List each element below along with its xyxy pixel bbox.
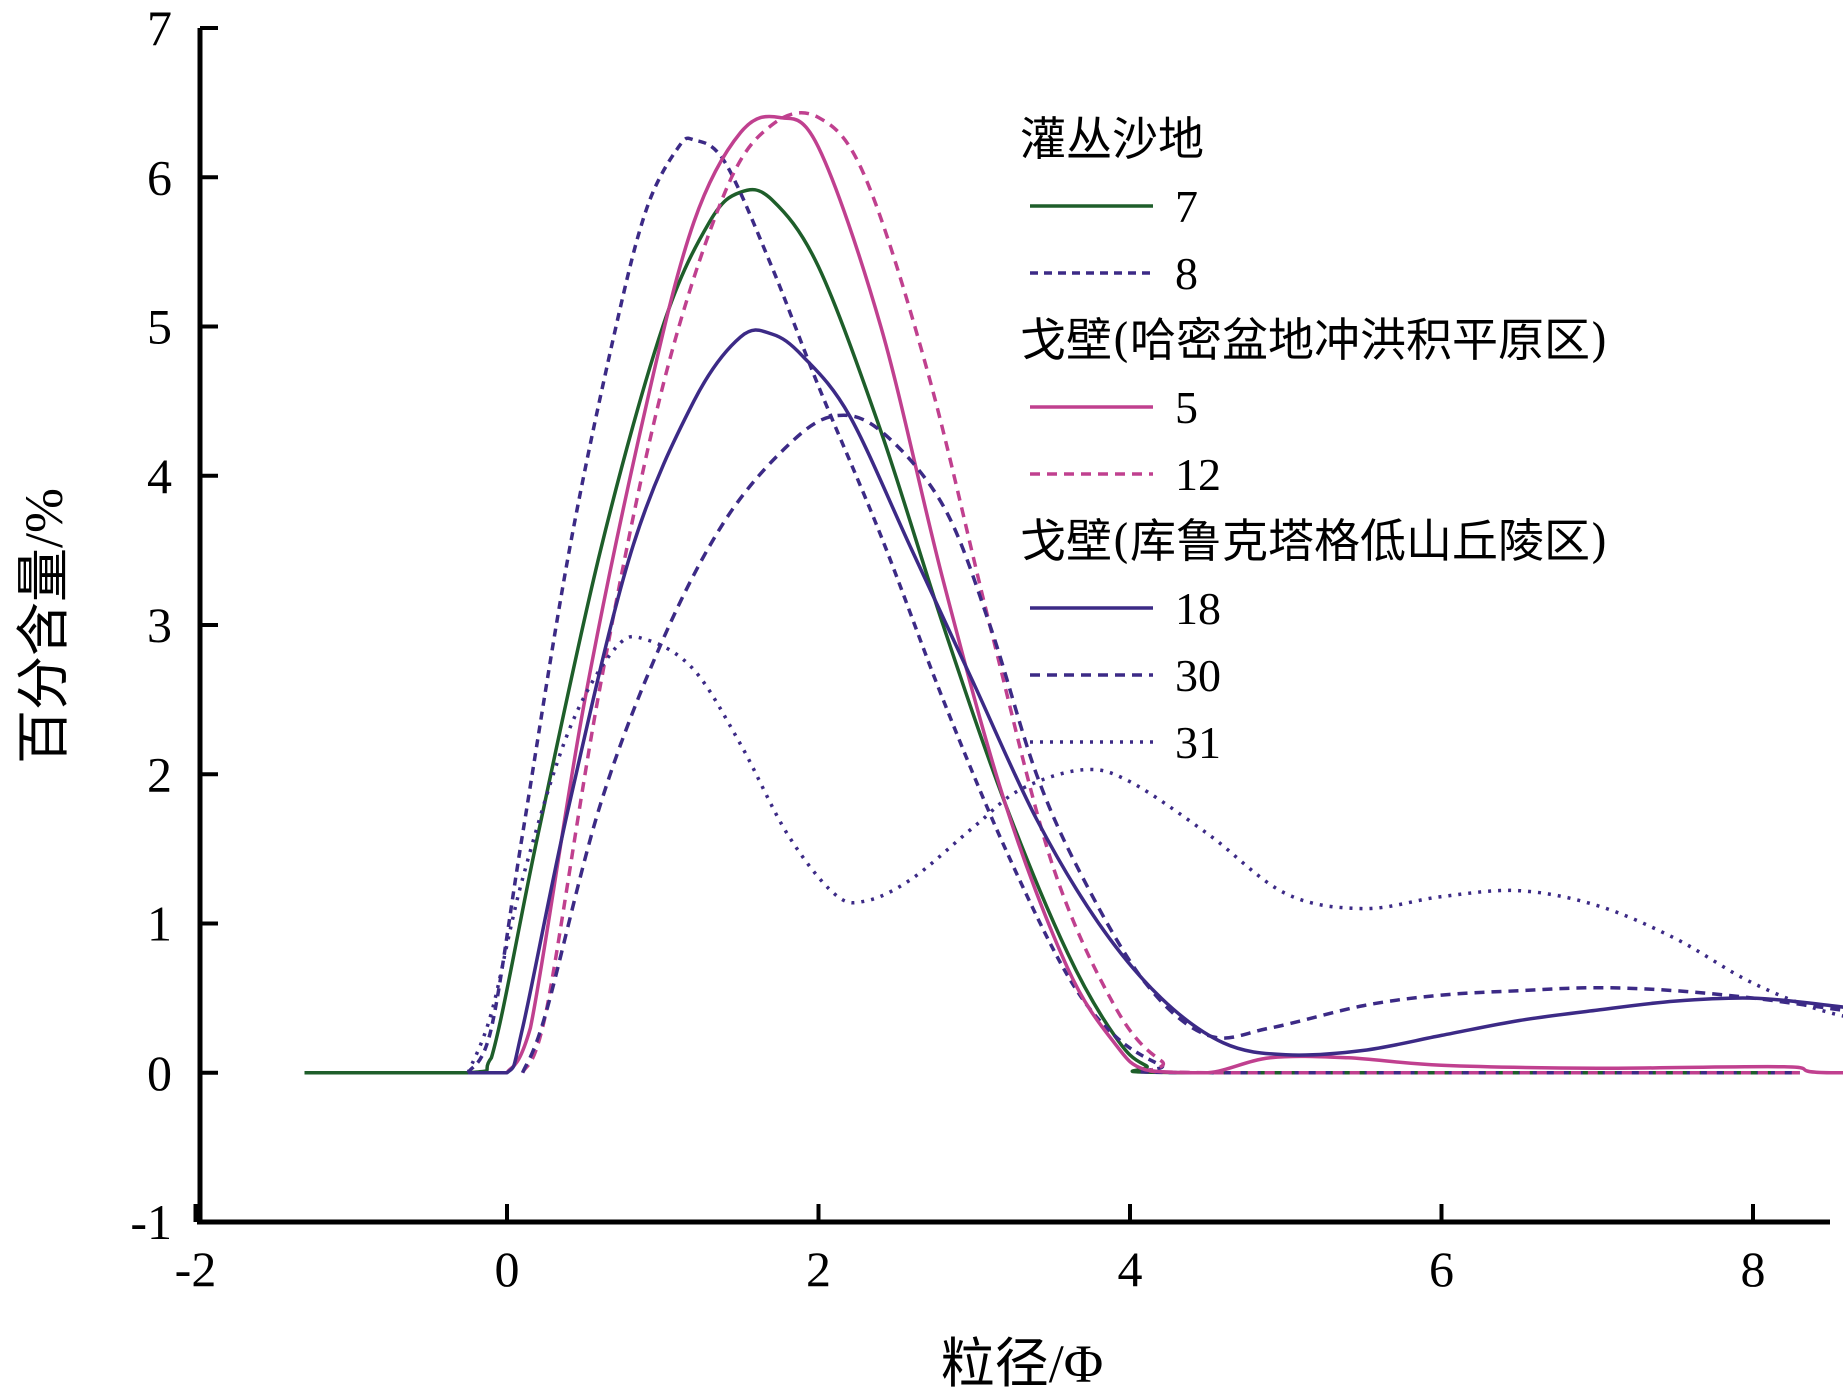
- x-tick-label: 6: [1429, 1241, 1454, 1297]
- legend-label-18: 18: [1175, 583, 1221, 634]
- legend-group-title: 灌丛沙地: [1020, 112, 1204, 166]
- y-tick-label: 5: [147, 299, 172, 355]
- y-tick-label: 3: [147, 597, 172, 653]
- series-line-18: [468, 328, 1843, 1075]
- y-tick-label: 0: [147, 1045, 172, 1101]
- legend-label-5: 5: [1175, 382, 1198, 433]
- series-line-8: [466, 136, 1800, 1075]
- y-tick-label: 1: [147, 896, 172, 952]
- legend-label-12: 12: [1175, 449, 1221, 500]
- y-tick-label: -1: [130, 1194, 172, 1250]
- legend-label-31: 31: [1175, 717, 1221, 768]
- x-tick-label: 2: [806, 1241, 831, 1297]
- legend: 灌丛沙地 7 8 戈壁(哈密盆地冲洪积平原区) 5 12 戈壁(库鲁克塔格低山丘陵区) 18 3…: [1020, 112, 1608, 768]
- series-layer: [304, 111, 1843, 1075]
- legend-group-title: 戈壁(库鲁克塔格低山丘陵区): [1020, 514, 1608, 568]
- y-tick-label: 2: [147, 746, 172, 802]
- series-line-5: [505, 114, 1843, 1075]
- x-tick-label: 0: [495, 1241, 520, 1297]
- y-axis-title: 百分含量/%: [14, 488, 74, 764]
- x-tick-label: 8: [1741, 1241, 1766, 1297]
- x-tick-label: -2: [175, 1241, 217, 1297]
- legend-label-8: 8: [1175, 248, 1198, 299]
- series-line-7: [304, 187, 1800, 1075]
- legend-label-7: 7: [1175, 181, 1198, 232]
- y-tick-label: 7: [147, 0, 172, 56]
- series-line-31: [466, 634, 1843, 1074]
- x-tick-label: 4: [1118, 1241, 1143, 1297]
- legend-label-30: 30: [1175, 650, 1221, 701]
- y-tick-label: 4: [147, 448, 172, 504]
- x-axis-title: 粒径/Φ: [941, 1334, 1103, 1394]
- legend-group-title: 戈壁(哈密盆地冲洪积平原区): [1020, 313, 1608, 367]
- series-line-12: [520, 111, 1800, 1075]
- series-line-30: [520, 413, 1843, 1074]
- axes: [197, 28, 1830, 1225]
- y-tick-label: 6: [147, 149, 172, 205]
